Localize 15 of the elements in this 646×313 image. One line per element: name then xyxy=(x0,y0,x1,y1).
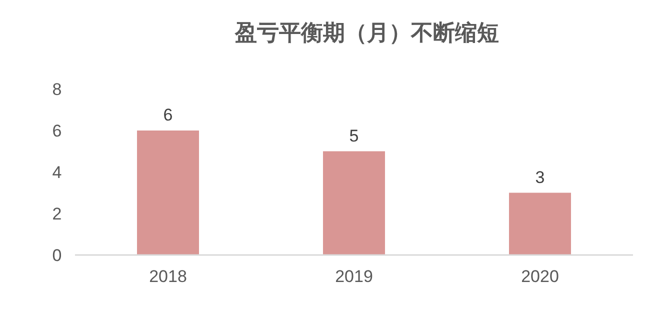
y-tick-label: 4 xyxy=(52,163,62,182)
y-tick-label: 8 xyxy=(52,80,62,99)
chart-title: 盈亏平衡期（月）不断缩短 xyxy=(234,20,499,45)
y-tick-label: 6 xyxy=(52,122,62,140)
x-tick-label: 2018 xyxy=(149,267,187,286)
x-tick-label: 2020 xyxy=(521,267,559,286)
y-tick-label: 2 xyxy=(52,204,62,224)
data-label: 3 xyxy=(535,168,545,187)
bar xyxy=(323,151,385,255)
x-tick-label: 2019 xyxy=(335,267,373,286)
data-label: 5 xyxy=(349,126,359,146)
y-tick-label: 0 xyxy=(52,246,62,265)
data-label: 6 xyxy=(163,106,173,124)
bar xyxy=(509,192,571,255)
bar xyxy=(137,130,199,255)
